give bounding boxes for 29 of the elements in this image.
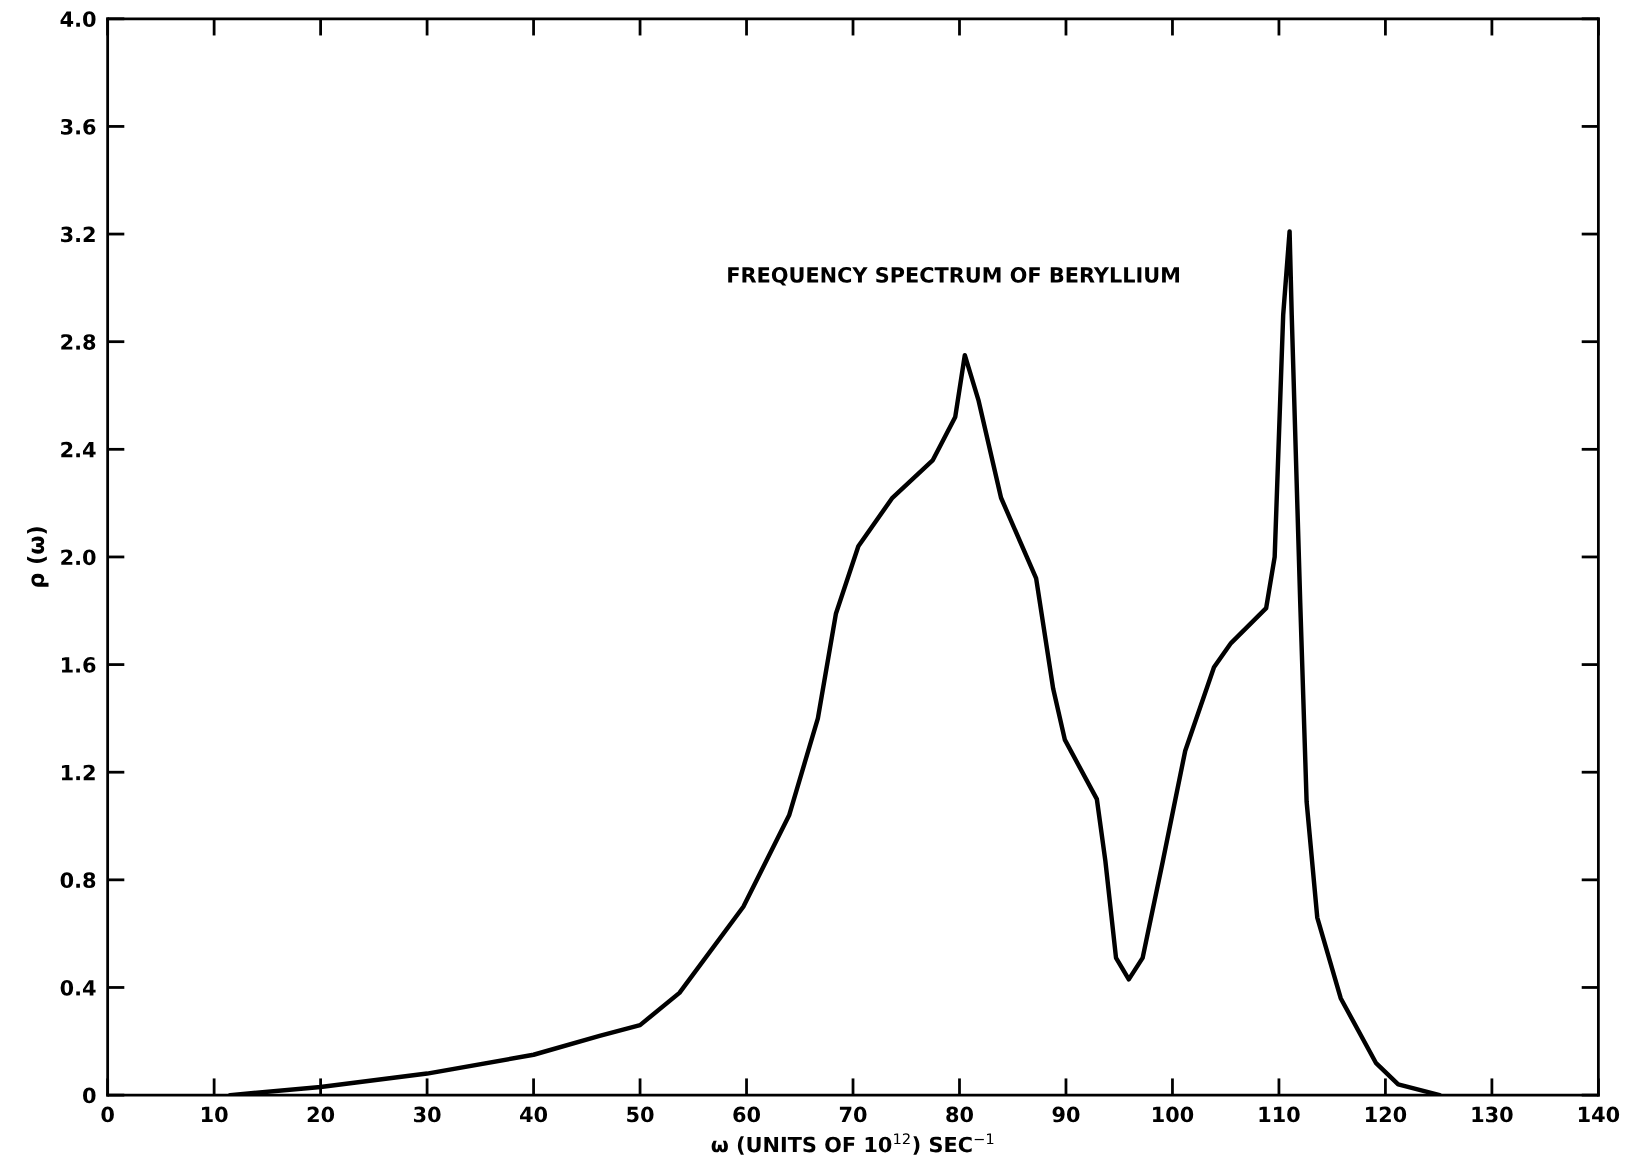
y-tick-label: 3.2: [61, 226, 95, 243]
y-tick-label: 3.6: [61, 118, 96, 135]
x-tick-label: 10: [201, 1106, 228, 1123]
x-axis-title: ω (UNITS OF 10$^{12}$) SEC$^{−1}$: [711, 1133, 994, 1155]
x-tick-label: 130: [1472, 1106, 1513, 1123]
text: FREQUENCY SPECTRUM OF BERYLLIUM: [728, 267, 1179, 286]
y-tick-label: 4.0: [60, 11, 96, 28]
y-tick-label: 2.0: [61, 549, 96, 566]
y-axis-title: ρ (ω): [27, 527, 49, 587]
y-tick-label: 2.8: [61, 334, 96, 350]
x-tick-label: 80: [946, 1106, 973, 1123]
y-tick-label: 1.6: [61, 657, 96, 673]
y-tick-label: 0: [83, 1087, 96, 1104]
x-tick-label: 50: [627, 1106, 654, 1123]
x-tick-label: 60: [733, 1106, 761, 1123]
y-tick-label: 0.8: [60, 872, 96, 889]
y-tick-label: 2.4: [61, 441, 96, 458]
x-tick-label: 120: [1366, 1106, 1407, 1123]
x-tick-label: 30: [413, 1106, 441, 1123]
y-tick-label: 0.4: [60, 979, 96, 996]
x-tick-label: 40: [520, 1106, 548, 1123]
x-tick-label: 100: [1153, 1106, 1194, 1123]
x-tick-label: 140: [1578, 1106, 1620, 1123]
x-tick-label: 20: [307, 1106, 335, 1123]
x-tick-label: 70: [839, 1106, 867, 1123]
x-tick-label: 0: [101, 1106, 114, 1123]
x-tick-label: 110: [1259, 1106, 1300, 1123]
x-tick-label: 90: [1052, 1106, 1080, 1123]
y-tick-label: 1.2: [61, 764, 95, 781]
